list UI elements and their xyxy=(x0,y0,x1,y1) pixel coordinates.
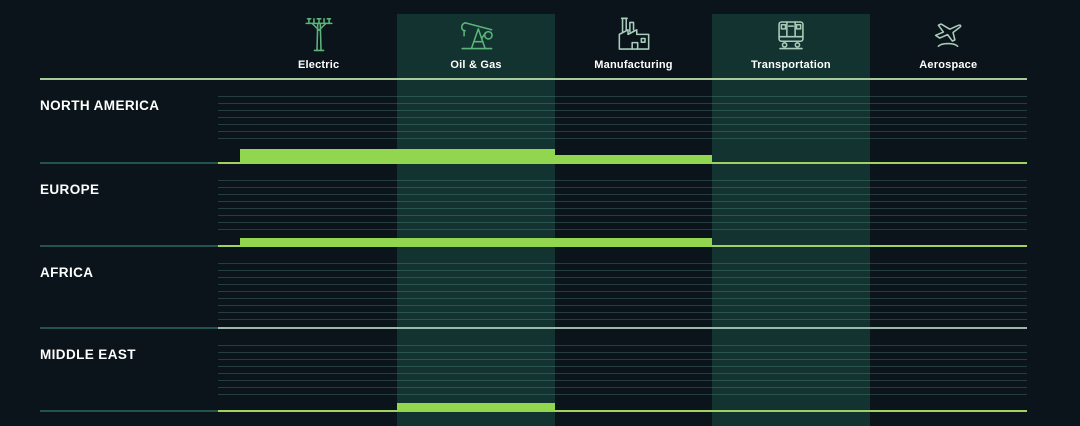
column-label: Manufacturing xyxy=(594,59,673,71)
column-header-aerospace: Aerospace xyxy=(873,11,1023,71)
row-label-middle-east: MIDDLE EAST xyxy=(40,347,136,362)
coverage-bar-north-america-electric-oil-gas xyxy=(240,148,555,164)
row-label-africa: AFRICA xyxy=(40,264,94,280)
column-label: Electric xyxy=(298,59,340,71)
row-divider-left xyxy=(40,409,218,412)
row-label-europe: EUROPE xyxy=(40,181,100,197)
column-label: Transportation xyxy=(750,59,831,71)
coverage-bar-europe-electric-manufacturing xyxy=(240,237,713,247)
row-divider-left xyxy=(40,327,218,329)
row-divider xyxy=(218,327,1027,329)
power-pole-icon xyxy=(297,11,341,55)
highlight-band-transportation xyxy=(712,14,870,426)
row-guide-lines xyxy=(218,345,1027,398)
column-header-oil-gas: Oil & Gas xyxy=(401,11,551,71)
column-header-manufacturing: Manufacturing xyxy=(559,11,709,71)
row-guide-lines xyxy=(218,96,1027,144)
coverage-bar-north-america-manufacturing-manufacturing xyxy=(554,154,713,164)
column-label: Oil & Gas xyxy=(450,59,502,71)
column-header-electric: Electric xyxy=(244,11,394,71)
header-divider xyxy=(40,77,1027,80)
pumpjack-icon xyxy=(454,11,498,55)
row-divider xyxy=(218,409,1027,412)
highlight-band-oil-gas xyxy=(397,14,555,426)
row-guide-lines xyxy=(218,262,1027,321)
row-guide-lines xyxy=(218,179,1027,233)
airplane-icon xyxy=(926,11,970,55)
factory-icon xyxy=(612,11,656,55)
railcar-icon xyxy=(769,11,813,55)
column-label: Aerospace xyxy=(919,59,978,71)
row-label-north-america: NORTH AMERICA xyxy=(40,98,160,113)
row-divider-left xyxy=(40,244,218,247)
coverage-bar-middle-east-oil-gas-oil-gas xyxy=(397,402,555,412)
row-divider-left xyxy=(40,161,218,164)
column-header-transportation: Transportation xyxy=(716,11,866,71)
